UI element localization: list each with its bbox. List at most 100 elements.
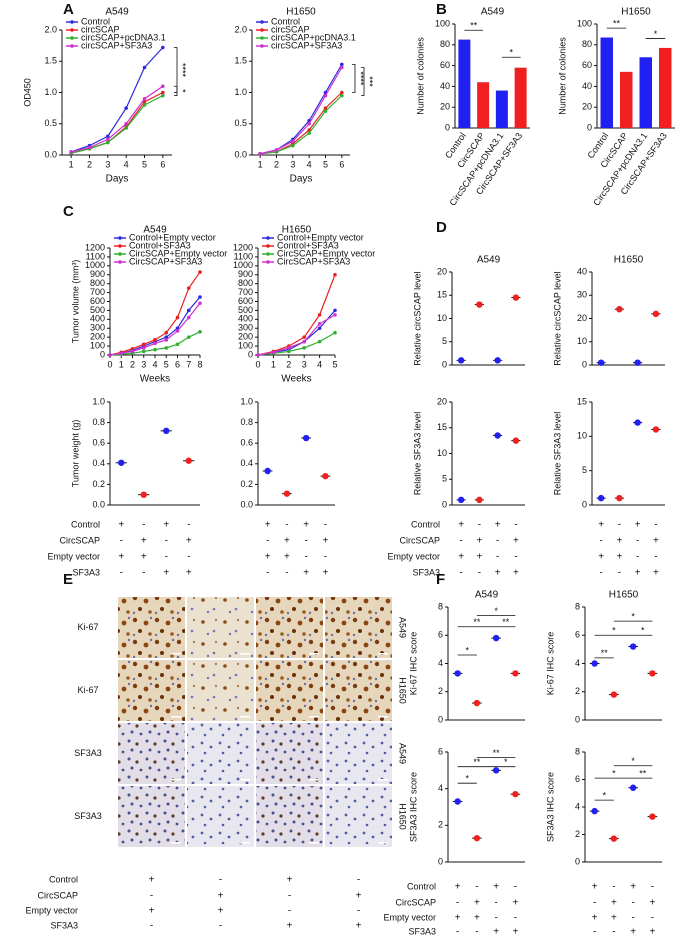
dot [476,301,483,308]
condition-sign: + [118,520,124,531]
condition-sign: - [631,898,634,909]
y-axis-label: Relative SF3A3 level [412,412,422,496]
condition-sign: - [636,536,639,547]
y-tick-label: 700 [90,287,105,297]
data-point [302,335,307,339]
data-point [142,103,147,107]
y-tick-label: 300 [90,323,105,333]
condition-sign: + [476,552,482,563]
y-tick-label: 1.0 [92,396,105,406]
dot [591,660,598,667]
ihc-image [187,660,254,721]
panel-label: F [436,571,445,588]
y-tick-label: 200 [90,332,105,342]
data-point [302,339,307,344]
y-tick-label: 0 [248,349,253,359]
y-tick-label: 0 [438,714,443,724]
condition-sign: + [653,536,659,547]
legend-marker [260,36,264,40]
series-line [257,274,336,356]
y-axis-label: Relative SF3A3 level [552,412,562,496]
condition-sign: + [598,552,604,563]
data-point [333,330,337,335]
bar [477,82,490,128]
condition-sign: - [651,882,654,893]
scale-bar [171,653,181,655]
significance-label: * [465,774,469,784]
y-tick-label: 15 [577,396,587,406]
data-point [175,315,180,320]
y-tick-label: 1200 [85,242,105,252]
data-point [142,96,147,101]
panel-label: D [436,219,447,236]
series-line [70,47,164,153]
x-tick-label: 5 [164,359,169,369]
condition-sign: - [357,906,360,917]
condition-sign: + [649,898,655,909]
y-axis-label: Tumor weight (g) [70,420,80,488]
condition-sign: - [651,913,654,924]
condition-sign: + [616,536,622,547]
data-point [153,341,157,346]
dot [616,306,623,313]
significance-label: * [504,757,508,767]
y-tick-label: 0.2 [240,479,253,489]
condition-label: CircSCAP [37,890,78,900]
y-axis-label: Relative circSCAP level [412,271,422,365]
dot [118,459,125,466]
data-point [307,128,311,132]
bar [659,47,672,128]
significance-bracket [174,47,178,93]
condition-sign: + [455,913,461,924]
y-tick-label: 900 [238,269,253,279]
condition-sign: - [599,568,602,579]
condition-sign: + [635,520,641,531]
data-point [161,45,165,50]
y-tick-label: 0.0 [240,499,253,509]
condition-sign: + [287,875,293,886]
dot [629,643,637,650]
y-tick-label: 700 [238,287,253,297]
condition-sign: + [493,882,499,893]
dot [597,494,605,502]
ihc-image [118,723,185,784]
panel-label: C [63,203,74,220]
y-tick-label: 60 [582,60,592,70]
y-tick-label: 1000 [233,260,253,270]
significance-label: * [612,626,616,636]
data-point [198,330,202,334]
y-tick-label: 10 [437,313,447,323]
x-tick-label: 2 [130,359,135,369]
data-point [256,353,260,357]
significance-label: * [654,29,658,39]
y-tick-label: 400 [238,314,253,324]
condition-sign: - [165,536,168,547]
condition-sign: + [512,927,518,936]
dot [591,807,598,815]
condition-sign: - [456,898,459,909]
condition-sign: + [265,552,271,563]
chart-title: A549 [477,255,501,266]
scale-bar [378,716,388,718]
y-tick-label: 80 [440,39,450,49]
significance-label: **** [356,71,366,86]
condition-sign: + [458,552,464,563]
y-tick-label: 6 [438,630,443,640]
dot [492,767,500,774]
condition-sign: - [514,882,517,893]
condition-sign: - [514,552,517,563]
y-tick-label: 1000 [85,260,105,270]
x-tick-label: 4 [307,159,312,169]
y-tick-label: 2.0 [234,24,247,34]
condition-sign: - [494,898,497,909]
y-tick-label: 0 [438,856,443,866]
y-tick-label: 900 [90,269,105,279]
y-tick-label: 60 [440,60,450,70]
y-tick-label: 1.5 [44,56,57,66]
significance-label: ** [473,757,481,767]
y-tick-label: 0.6 [92,438,105,448]
condition-sign: + [356,891,362,902]
dot [610,691,618,698]
data-point [186,308,191,313]
